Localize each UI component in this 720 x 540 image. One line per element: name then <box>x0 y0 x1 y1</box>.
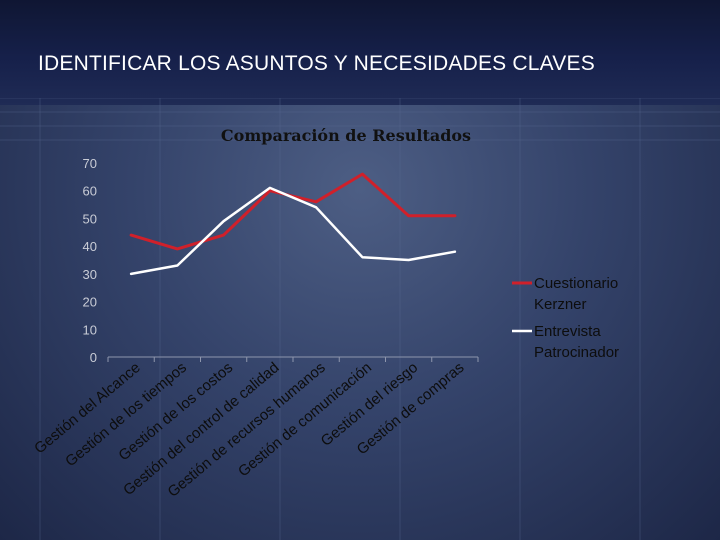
header-band <box>0 0 720 105</box>
chart-title: Comparación de Resultados <box>221 126 471 145</box>
series-lines <box>129 172 457 276</box>
x-axis <box>107 356 479 362</box>
y-tick-label: 70 <box>83 156 97 171</box>
legend: Cuestionario Kerzner Entrevista Patrocinado… <box>512 275 619 361</box>
slide-title: IDENTIFICAR LOS ASUNTOS Y NECESIDADES CL… <box>38 52 595 75</box>
y-tick-label: 50 <box>83 211 97 226</box>
y-tick-label: 30 <box>83 267 97 282</box>
background-tile-pattern <box>0 98 720 540</box>
y-tick-label: 60 <box>83 184 97 199</box>
series-line-1 <box>129 186 457 276</box>
series-line-0 <box>129 172 457 251</box>
legend-label: Cuestionario Kerzner <box>534 275 618 313</box>
y-axis-labels: 0 10 20 30 40 50 60 70 <box>83 156 97 365</box>
y-tick-label: 10 <box>83 322 97 337</box>
y-tick-label: 20 <box>83 295 97 310</box>
y-tick-label: 0 <box>90 350 97 365</box>
legend-label: Entrevista Patrocinador <box>534 323 619 361</box>
y-tick-label: 40 <box>83 239 97 254</box>
